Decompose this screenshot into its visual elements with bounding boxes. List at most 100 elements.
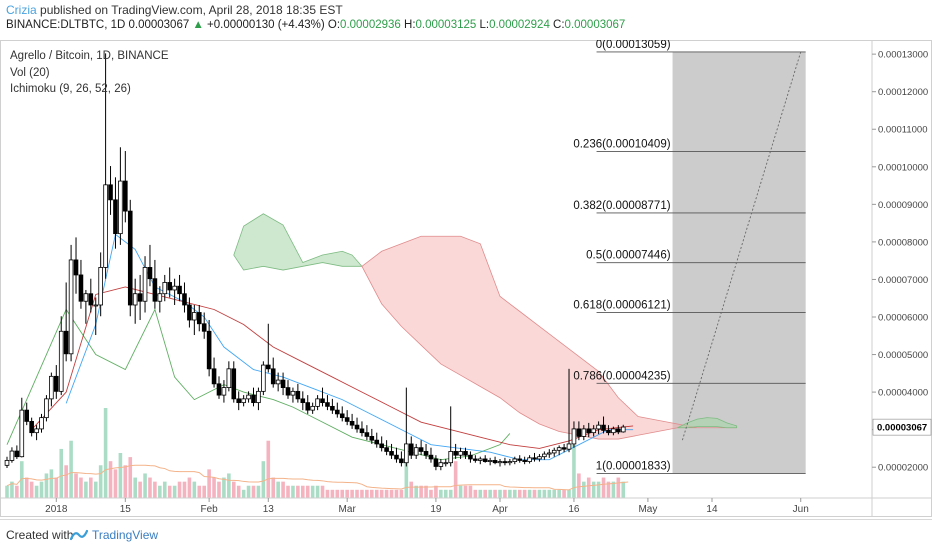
legend-ichimoku[interactable]: Ichimoku (9, 26, 52, 26) bbox=[10, 83, 131, 95]
volume-bar bbox=[399, 489, 404, 498]
candle-body bbox=[492, 460, 498, 464]
volume-bar bbox=[251, 485, 256, 498]
candle-body bbox=[458, 451, 463, 456]
candle-body bbox=[359, 428, 365, 434]
chart-area[interactable]: 0(0.00013059) 0.236(0.00010409) 0.382(0.00… bbox=[0, 39, 932, 517]
volume-bar bbox=[621, 481, 626, 498]
volume-bar bbox=[345, 489, 349, 498]
volume-bar bbox=[34, 485, 39, 498]
volume-bar bbox=[118, 453, 123, 498]
candle-body bbox=[177, 285, 182, 295]
candle-body bbox=[24, 409, 30, 422]
candle-body bbox=[73, 259, 79, 276]
candle-body bbox=[611, 428, 616, 434]
volume-bar bbox=[409, 481, 414, 498]
volume-bar bbox=[562, 489, 566, 498]
candle-body bbox=[241, 398, 246, 404]
candle-body bbox=[226, 368, 232, 388]
candle-body bbox=[98, 267, 103, 306]
candle-body bbox=[4, 460, 10, 466]
volume-bar bbox=[103, 408, 108, 498]
candle-body bbox=[601, 424, 606, 431]
volume-bar bbox=[79, 477, 83, 498]
time-tick-label: 16 bbox=[568, 504, 580, 515]
candle-body bbox=[68, 259, 74, 355]
candle-body bbox=[399, 458, 404, 464]
candle-body bbox=[157, 293, 163, 302]
candle-body bbox=[58, 330, 64, 392]
candle-body bbox=[468, 454, 473, 460]
volume-bar bbox=[19, 461, 24, 498]
price-tick-label: 0.00010000 bbox=[878, 162, 928, 173]
volume-bar bbox=[172, 485, 177, 498]
volume-bar bbox=[29, 481, 34, 498]
candle-body bbox=[246, 394, 251, 400]
volume-bar bbox=[236, 485, 241, 498]
candle-body bbox=[256, 390, 261, 404]
volume-bar bbox=[59, 448, 64, 498]
fib-level-label: 0.236(0.00010409) bbox=[573, 138, 670, 150]
volume-bar bbox=[320, 485, 325, 498]
candle-body bbox=[576, 428, 582, 437]
candle-body bbox=[315, 398, 320, 407]
volume-bar bbox=[98, 465, 103, 498]
volume-bar bbox=[69, 440, 73, 498]
candle-body bbox=[285, 387, 291, 396]
candle-body bbox=[379, 443, 384, 449]
last-price: 0.00003067 bbox=[128, 19, 190, 31]
volume-bar bbox=[453, 461, 458, 498]
tradingview-logo-icon[interactable] bbox=[70, 528, 88, 542]
low-value: 0.00002924 bbox=[489, 19, 550, 31]
candle-body bbox=[251, 394, 256, 404]
candle-body bbox=[172, 285, 177, 291]
author-link[interactable]: Crizia bbox=[6, 3, 37, 17]
candle-body bbox=[428, 454, 434, 460]
volume-bar bbox=[429, 489, 433, 498]
volume-bar bbox=[517, 489, 522, 498]
candle-body bbox=[54, 375, 59, 392]
candle-body bbox=[497, 461, 503, 464]
candle-body bbox=[118, 180, 123, 235]
candle-body bbox=[29, 420, 34, 434]
volume-bar bbox=[374, 489, 379, 498]
volume-bar bbox=[266, 440, 271, 498]
volume-bar bbox=[202, 485, 206, 498]
close-label: C: bbox=[553, 19, 565, 31]
volume-bar bbox=[616, 477, 621, 498]
volume-bar bbox=[182, 481, 187, 498]
volume-bar bbox=[231, 481, 236, 498]
volume-bar bbox=[439, 489, 443, 498]
volume-bar bbox=[350, 489, 354, 498]
tradingview-brand-link[interactable]: TradingView bbox=[92, 528, 159, 542]
candle-body bbox=[551, 449, 557, 454]
candle-body bbox=[433, 458, 439, 467]
legend-title[interactable]: Agrello / Bitcoin, 1D, BINANCE bbox=[10, 50, 169, 62]
legend-volume[interactable]: Vol (20) bbox=[10, 67, 50, 79]
volume-bar bbox=[424, 485, 428, 498]
candle-body bbox=[487, 460, 493, 462]
volume-bar bbox=[222, 477, 226, 498]
volume-bar bbox=[241, 489, 246, 498]
time-tick-label: 13 bbox=[263, 504, 275, 515]
candle-body bbox=[275, 379, 281, 385]
volume-bar bbox=[611, 481, 616, 498]
volume-bar bbox=[84, 481, 88, 498]
volume-bar bbox=[503, 489, 507, 498]
volume-bar bbox=[483, 489, 488, 498]
candle-body bbox=[201, 323, 207, 332]
candle-body bbox=[216, 383, 222, 396]
volume-bar bbox=[458, 485, 463, 498]
volume-bar bbox=[108, 461, 113, 498]
candle-body bbox=[137, 293, 143, 302]
volume-bar bbox=[177, 481, 182, 498]
volume-bar bbox=[153, 481, 157, 498]
volume-bar bbox=[74, 473, 78, 498]
volume-bar bbox=[404, 453, 409, 498]
fib-level-label: 0.618(0.00006121) bbox=[573, 299, 670, 311]
candle-body bbox=[349, 420, 355, 426]
candle-body bbox=[167, 282, 172, 291]
candle-body bbox=[192, 312, 197, 321]
candle-body bbox=[300, 398, 306, 404]
price-chart-svg[interactable]: 0(0.00013059) 0.236(0.00010409) 0.382(0.00… bbox=[0, 39, 932, 517]
high-label: H: bbox=[404, 19, 416, 31]
